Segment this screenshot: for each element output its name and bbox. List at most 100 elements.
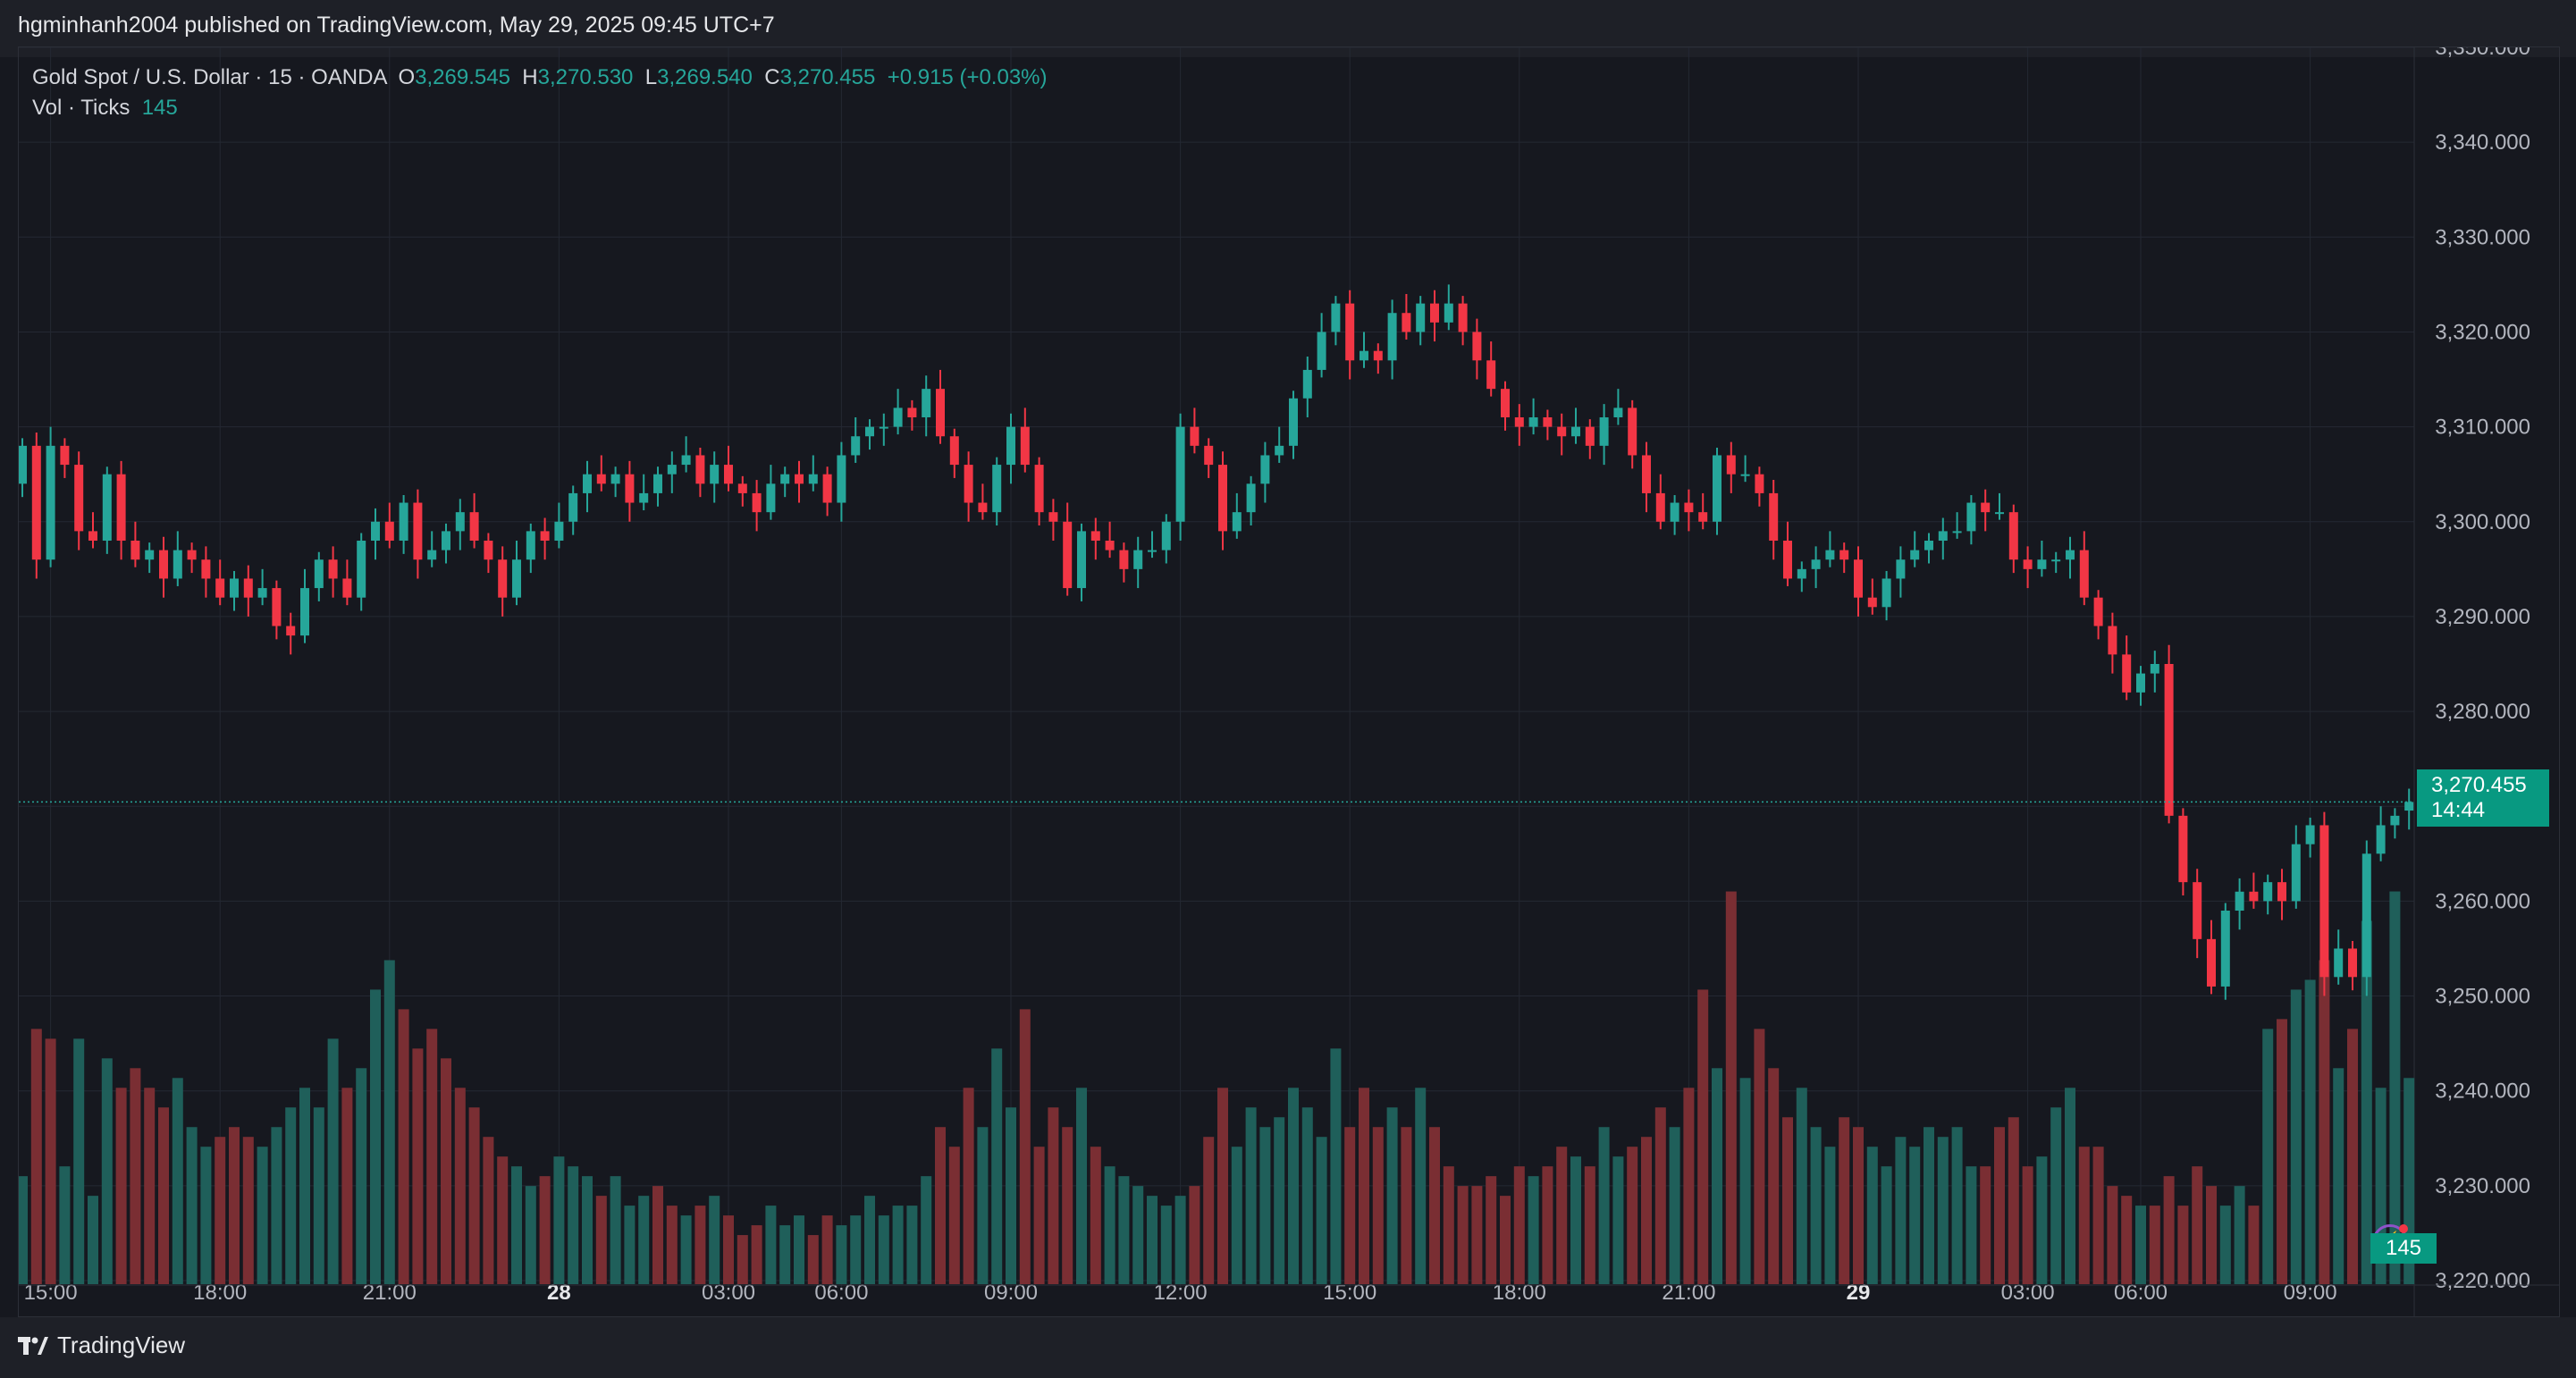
volume-bar [1556, 1147, 1568, 1284]
volume-bar [2192, 1166, 2203, 1284]
volume-bar [751, 1225, 762, 1284]
candle-body [215, 578, 225, 598]
candle-body [357, 541, 366, 598]
volume-bar [1401, 1127, 1412, 1284]
candle-body [1486, 360, 1496, 390]
publish-info: hgminhanh2004 published on TradingView.c… [18, 13, 775, 38]
volume-bar [1951, 1127, 1963, 1284]
candle-body [1713, 455, 1722, 522]
volume-bar [807, 1235, 819, 1284]
low-label: L [644, 65, 658, 89]
candle-body [978, 502, 988, 513]
volume-bar [2206, 1186, 2217, 1284]
volume-bar [2403, 1078, 2415, 1284]
candle-body [837, 455, 846, 503]
candle-body [1148, 550, 1157, 552]
candle-body [822, 474, 832, 503]
y-tick-label: 3,340.000 [2435, 130, 2530, 155]
volume-bar [1090, 1147, 1101, 1284]
volume-bar [1994, 1127, 2005, 1284]
volume-bar [1006, 1107, 1016, 1284]
volume-bar [779, 1225, 791, 1284]
candle-body [1204, 445, 1214, 466]
volume-bar [850, 1215, 862, 1284]
volume-bar [1288, 1088, 1299, 1284]
volume-bar [709, 1196, 720, 1284]
volume-bar [271, 1127, 282, 1284]
volume-bar [1866, 1147, 1878, 1284]
volume-bar [568, 1166, 579, 1284]
candle-body [413, 502, 423, 560]
symbol-label[interactable]: Gold Spot / U.S. Dollar · 15 · OANDA [32, 65, 387, 89]
x-tick-label: 21:00 [1662, 1281, 1715, 1305]
candle-body [399, 502, 408, 541]
volume-bar [341, 1088, 353, 1284]
candle-body [1698, 512, 1708, 522]
volume-bar [2248, 1206, 2260, 1284]
volume-bar [19, 1176, 28, 1284]
candle-body [201, 559, 211, 579]
volume-bar [595, 1196, 607, 1284]
candle-body [455, 512, 465, 532]
candle-body [1190, 426, 1200, 446]
candlestick-chart[interactable]: 3,350.000 3,340.000 3,330.000 3,320.000 3,31… [19, 47, 2559, 1316]
volume-bar [2347, 1029, 2358, 1284]
candle-body [2319, 825, 2329, 978]
volume-bar [2361, 920, 2372, 1284]
volume-bar [525, 1186, 536, 1284]
candle-body [526, 531, 535, 560]
volume-bar [158, 1107, 169, 1284]
x-tick-label: 09:00 [984, 1281, 1038, 1305]
candle-body [2390, 815, 2400, 826]
volume-bar [1627, 1147, 1638, 1284]
volume-bar [2333, 1068, 2344, 1284]
candle-body [1090, 531, 1100, 541]
chart-panel[interactable]: 3,350.000 3,340.000 3,330.000 3,320.000 3,31… [18, 46, 2560, 1317]
volume-bar [45, 1038, 56, 1284]
candle-body [1839, 550, 1849, 560]
volume-bar [2262, 1029, 2274, 1284]
volume-bar [511, 1166, 522, 1284]
candle-body [780, 474, 790, 484]
volume-bar [1019, 1009, 1031, 1284]
volume-bar [906, 1206, 918, 1284]
notification-dot-icon [2399, 1224, 2408, 1233]
candle-body [371, 521, 380, 541]
volume-bar [1274, 1117, 1285, 1284]
volume-bar [1612, 1156, 1624, 1284]
tradingview-logo-icon [18, 1336, 48, 1355]
candle-body [342, 578, 352, 598]
candle-body [31, 445, 41, 560]
volume-bar [1528, 1176, 1539, 1284]
volume-label[interactable]: Vol · Ticks [32, 96, 130, 120]
volume-bar [991, 1048, 1003, 1284]
tradingview-logo[interactable]: TradingView [18, 1332, 185, 1359]
volume-bar [1429, 1127, 1440, 1284]
volume-bar [73, 1038, 85, 1284]
candle-body [2193, 882, 2202, 939]
volume-bar [1584, 1166, 1595, 1284]
volume-bar [1754, 1029, 1765, 1284]
volume-bar [794, 1215, 804, 1284]
volume-bar [257, 1147, 268, 1284]
candle-body [1387, 313, 1397, 361]
candle-body [1472, 332, 1482, 361]
volume-bar [935, 1127, 946, 1284]
volume-bar [1500, 1196, 1511, 1284]
volume-bar [1725, 891, 1737, 1284]
candle-body [2108, 626, 2117, 655]
volume-bar [1924, 1127, 1934, 1284]
volume-bar [1118, 1176, 1130, 1284]
volume-bar [1683, 1088, 1695, 1284]
volume-bar [200, 1147, 212, 1284]
volume-bar [1104, 1166, 1115, 1284]
candle-body [2249, 891, 2259, 902]
volume-bar [454, 1088, 466, 1284]
y-tick-label: 3,240.000 [2435, 1080, 2530, 1104]
volume-bar [821, 1215, 833, 1284]
volume-bar [215, 1137, 226, 1284]
chart-legend: Gold Spot / U.S. Dollar · 15 · OANDA O3,… [32, 63, 1048, 123]
candle-body [257, 588, 267, 598]
candle-body [2277, 882, 2286, 902]
candle-body [865, 426, 874, 437]
